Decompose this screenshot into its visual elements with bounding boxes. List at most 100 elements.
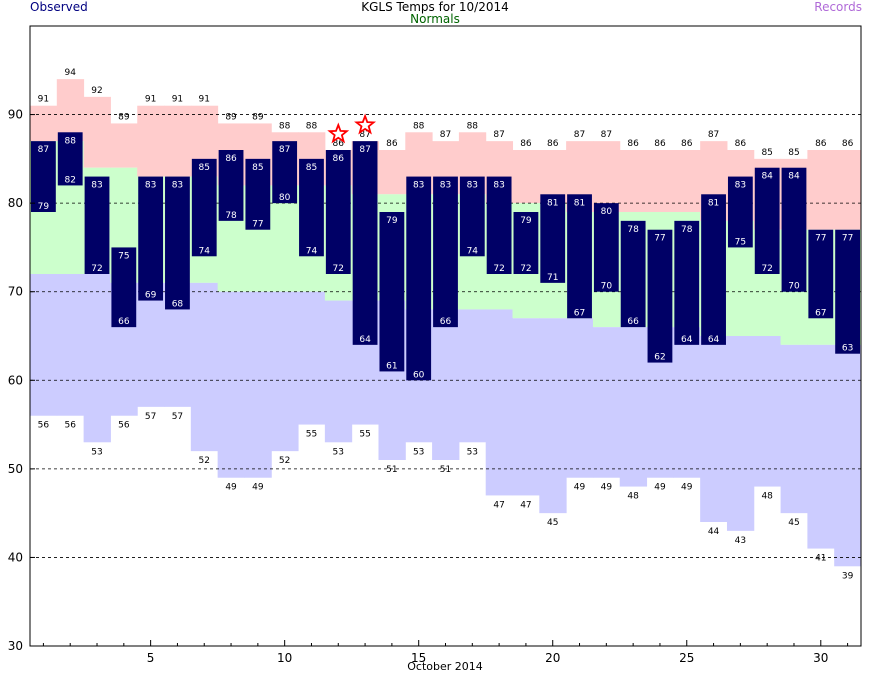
record-high-band [378, 150, 406, 195]
record-low-band [56, 274, 85, 416]
record-high-label: 89 [118, 112, 130, 122]
record-low-label: 47 [520, 500, 531, 510]
observed-bar [567, 194, 592, 319]
observed-high-label: 83 [440, 181, 451, 191]
observed-high-label: 83 [467, 181, 478, 191]
observed-high-label: 85 [252, 163, 263, 173]
record-low-label: 41 [815, 554, 826, 564]
record-low-band [592, 327, 621, 478]
record-low-label: 49 [574, 483, 586, 493]
record-high-label: 87 [708, 130, 719, 140]
observed-low-label: 72 [91, 264, 102, 274]
record-high-band [137, 105, 165, 177]
observed-bar [31, 141, 56, 212]
observed-low-label: 67 [574, 308, 585, 318]
observed-high-label: 79 [520, 216, 532, 226]
observed-high-label: 83 [413, 181, 424, 191]
observed-high-label: 84 [761, 172, 773, 182]
observed-high-label: 81 [547, 198, 558, 208]
observed-bar [620, 220, 646, 328]
record-high-label: 87 [440, 130, 451, 140]
observed-bar [835, 229, 860, 354]
record-low-label: 52 [199, 456, 210, 466]
record-high-label: 94 [64, 68, 76, 78]
y-tick-label: 30 [8, 639, 23, 653]
y-tick-label: 80 [8, 196, 23, 210]
observed-high-label: 79 [386, 216, 398, 226]
record-high-label: 88 [413, 121, 425, 131]
observed-bar [57, 132, 83, 186]
record-low-band [432, 309, 460, 460]
record-low-band [217, 291, 245, 478]
observed-high-label: 78 [627, 225, 639, 235]
record-high-label: 89 [225, 112, 237, 122]
record-high-label: 86 [520, 139, 532, 149]
observed-bar [486, 176, 512, 274]
observed-low-label: 72 [520, 264, 531, 274]
record-high-label: 85 [761, 148, 772, 158]
observed-bar [379, 212, 405, 372]
y-tick-label: 50 [8, 462, 23, 476]
observed-low-label: 72 [333, 264, 344, 274]
record-high-band [30, 105, 58, 142]
record-high-label: 86 [815, 139, 827, 149]
record-low-band [539, 318, 567, 514]
observed-low-label: 71 [547, 273, 558, 283]
observed-bar [808, 229, 834, 319]
legend-normals: Normals [410, 12, 460, 26]
record-high-label: 86 [842, 139, 854, 149]
observed-bar [272, 141, 298, 204]
observed-bar [540, 194, 566, 283]
record-high-band [834, 150, 862, 230]
record-low-label: 49 [225, 483, 237, 493]
observed-high-label: 80 [601, 207, 613, 217]
observed-high-label: 75 [118, 251, 129, 261]
observed-low-label: 62 [654, 353, 665, 363]
record-high-band [646, 150, 674, 212]
observed-bar [781, 167, 807, 292]
observed-high-label: 86 [225, 154, 237, 164]
record-high-label: 88 [467, 121, 479, 131]
record-low-band [83, 274, 111, 443]
observed-low-label: 69 [145, 291, 157, 301]
observed-low-label: 68 [172, 299, 184, 309]
observed-bar [218, 150, 244, 221]
record-low-label: 45 [547, 518, 558, 528]
record-low-label: 57 [172, 412, 183, 422]
observed-bar [701, 194, 726, 345]
observed-low-label: 64 [708, 335, 720, 345]
x-tick-label: 25 [679, 651, 694, 665]
record-high-label: 91 [199, 95, 210, 105]
observed-high-label: 83 [172, 181, 183, 191]
observed-bar [165, 176, 190, 310]
record-low-band [190, 282, 219, 452]
observed-high-label: 83 [145, 181, 156, 191]
x-tick-label: 10 [277, 651, 292, 665]
record-low-band [298, 291, 326, 425]
observed-low-label: 63 [842, 344, 853, 354]
record-low-label: 49 [252, 483, 264, 493]
record-low-label: 53 [413, 447, 424, 457]
record-high-band [619, 150, 648, 212]
observed-low-label: 74 [467, 246, 479, 256]
observed-low-label: 82 [64, 175, 75, 185]
record-high-label: 86 [627, 139, 639, 149]
x-tick-label: 30 [813, 651, 828, 665]
record-low-label: 57 [145, 412, 156, 422]
record-low-label: 49 [681, 483, 693, 493]
observed-low-label: 79 [38, 202, 50, 212]
record-low-label: 55 [359, 430, 370, 440]
observed-low-label: 72 [761, 264, 772, 274]
record-low-band [512, 318, 540, 496]
record-high-band [56, 79, 85, 142]
record-low-label: 53 [467, 447, 478, 457]
observed-low-label: 61 [386, 361, 397, 371]
record-low-label: 51 [386, 465, 397, 475]
observed-low-label: 60 [413, 370, 425, 380]
record-low-band [244, 291, 272, 478]
record-low-band [807, 344, 835, 549]
observed-bar [245, 158, 271, 230]
observed-high-label: 77 [654, 234, 665, 244]
record-high-band [164, 105, 192, 177]
